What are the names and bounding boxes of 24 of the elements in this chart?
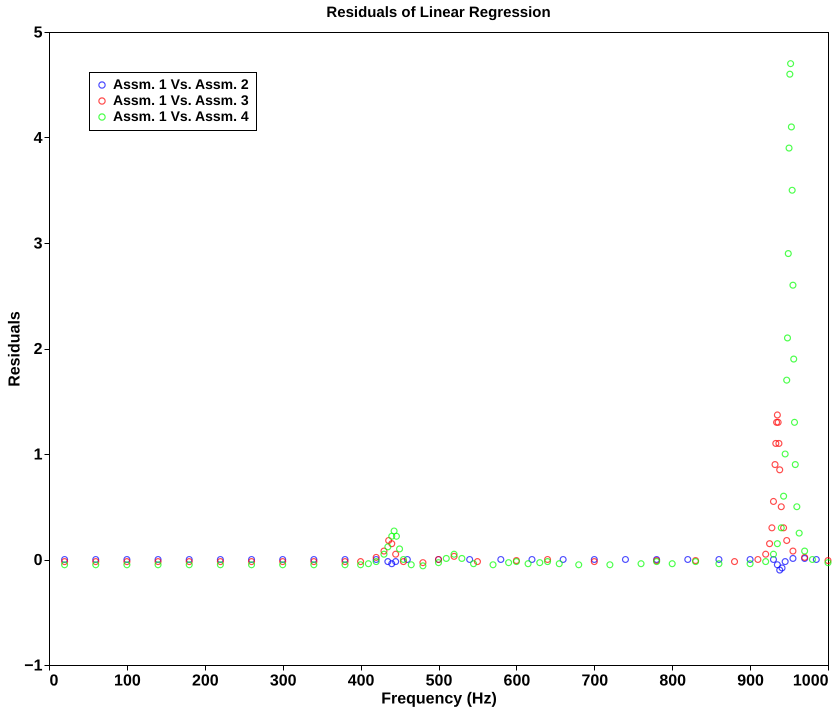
legend-label: Assm. 1 Vs. Assm. 3 bbox=[113, 92, 249, 108]
y-tick-label: 1 bbox=[34, 446, 43, 464]
y-axis-title: Residuals bbox=[6, 311, 24, 387]
y-tick-label: 2 bbox=[34, 341, 43, 358]
legend-label: Assm. 1 Vs. Assm. 2 bbox=[113, 76, 249, 92]
x-tick-label: 600 bbox=[504, 672, 530, 690]
x-tick-label: 0 bbox=[50, 672, 58, 690]
x-tick-label: 400 bbox=[348, 672, 375, 690]
y-tick-label: 3 bbox=[34, 236, 43, 252]
x-tick-label: 700 bbox=[581, 672, 608, 690]
y-tick-label: 0 bbox=[34, 552, 43, 569]
y-tick-label: 4 bbox=[34, 130, 43, 147]
y-tick-label: 5 bbox=[34, 24, 43, 42]
x-tick-label: 100 bbox=[114, 672, 141, 690]
x-tick-label: 500 bbox=[426, 672, 452, 690]
x-tick-label: 800 bbox=[659, 672, 686, 690]
x-tick-label: 900 bbox=[737, 672, 764, 690]
legend-label: Assm. 1 Vs. Assm. 4 bbox=[113, 108, 249, 124]
x-tick-label: 1000 bbox=[792, 672, 829, 690]
x-tick-label: 200 bbox=[192, 672, 219, 690]
chart-title: Residuals of Linear Regression bbox=[326, 4, 551, 21]
x-tick-label: 300 bbox=[270, 672, 297, 690]
x-axis-title: Frequency (Hz) bbox=[381, 690, 497, 708]
y-tick-label: −1 bbox=[24, 658, 43, 674]
